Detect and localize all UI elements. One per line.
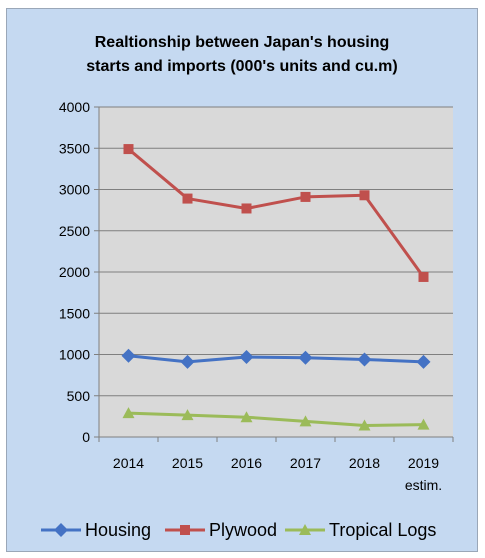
tropical-logs-point bbox=[122, 407, 135, 419]
housing-point bbox=[416, 354, 431, 369]
y-tick-label: 500 bbox=[67, 388, 91, 404]
x-tick-label: 2019 bbox=[408, 455, 439, 471]
legend-tropical-logs-marker bbox=[299, 524, 311, 535]
y-tick-label: 0 bbox=[82, 429, 90, 445]
x-tick-sublabel: estim. bbox=[405, 477, 442, 493]
y-tick-label: 1500 bbox=[59, 305, 90, 321]
legend-tropical-logs-label: Tropical Logs bbox=[329, 520, 436, 540]
y-tick-label: 2000 bbox=[59, 264, 90, 280]
plywood-line bbox=[127, 147, 425, 278]
chart-title-line-1: Realtionship between Japan's housing bbox=[94, 34, 390, 51]
y-tick-label: 2500 bbox=[59, 223, 90, 239]
x-tick-label: 2016 bbox=[231, 455, 262, 471]
tropical-logs-point bbox=[299, 415, 312, 427]
plywood-point bbox=[241, 203, 252, 214]
y-tick-label: 3000 bbox=[59, 182, 90, 198]
housing-point bbox=[121, 348, 136, 363]
x-tick-label: 2014 bbox=[113, 455, 144, 471]
housing-point bbox=[239, 349, 254, 364]
plywood-point bbox=[123, 144, 134, 155]
y-tick-label: 4000 bbox=[59, 99, 90, 115]
chart-title: Realtionship between Japan's housing sta… bbox=[7, 31, 477, 79]
tropical-logs-line bbox=[128, 411, 424, 427]
plywood-point bbox=[359, 190, 370, 201]
legend-plywood-marker bbox=[180, 525, 190, 535]
plywood-point bbox=[300, 191, 311, 202]
chart-svg: 0 500 1000 1500 2000 2500 3000 3500 4000 2014 2015… bbox=[41, 99, 454, 540]
x-tick-label: 2017 bbox=[290, 455, 321, 471]
housing-point bbox=[298, 350, 313, 365]
housing-point bbox=[357, 352, 372, 367]
housing-point bbox=[180, 354, 195, 369]
tropical-logs-point bbox=[417, 418, 430, 430]
y-tick-label: 1000 bbox=[59, 347, 90, 363]
x-tick-label: 2018 bbox=[349, 455, 380, 471]
chart-title-line-2: starts and imports (000's units and cu.m… bbox=[86, 58, 398, 75]
tropical-logs-point bbox=[240, 411, 253, 423]
chart-container: Realtionship between Japan's housing sta… bbox=[6, 8, 478, 552]
legend-plywood-label: Plywood bbox=[209, 520, 277, 540]
legend-housing-label: Housing bbox=[85, 520, 151, 540]
housing-line bbox=[128, 354, 424, 364]
plywood-point bbox=[182, 193, 193, 204]
legend-housing-marker bbox=[54, 523, 68, 537]
y-tick-label: 3500 bbox=[59, 140, 90, 156]
tropical-logs-point bbox=[358, 419, 371, 431]
plywood-point bbox=[418, 271, 429, 282]
x-tick-label: 2015 bbox=[172, 455, 203, 471]
tropical-logs-point bbox=[181, 409, 194, 421]
